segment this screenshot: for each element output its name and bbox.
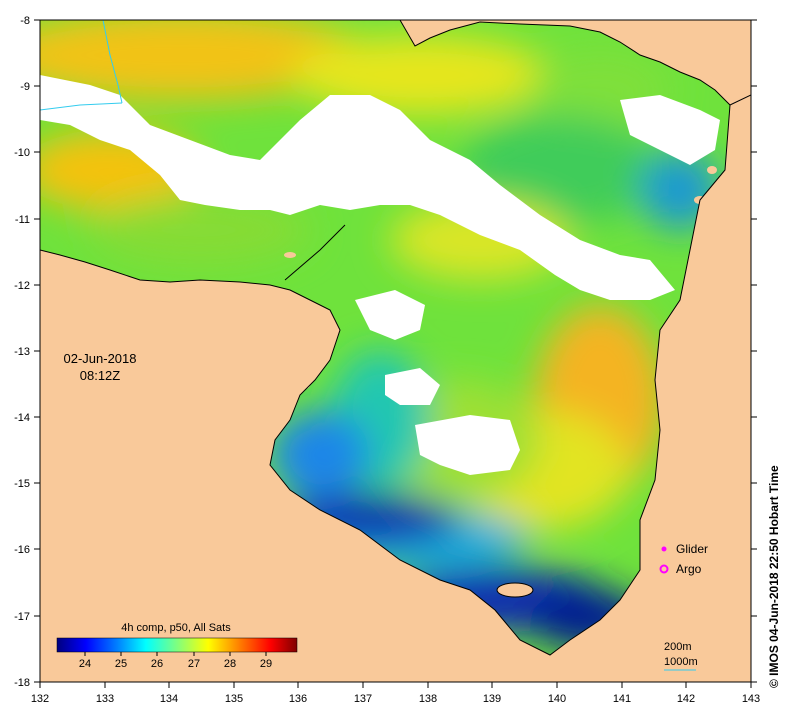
colorbar-tick: 24 [79, 658, 91, 670]
y-tick-label: -13 [14, 346, 30, 358]
argo-label: Argo [676, 562, 702, 576]
x-tick-label: 141 [613, 693, 631, 705]
land-masses [40, 20, 751, 682]
y-tick-label: -14 [14, 412, 30, 424]
marker-legend: Glider Argo [659, 542, 708, 576]
depth-contour-legend: 200m 1000m [664, 641, 698, 671]
x-tick-label: 138 [419, 693, 437, 705]
contour-1000m-label: 1000m [664, 656, 698, 668]
colorbar-tick: 26 [151, 658, 163, 670]
colorbar-tick: 27 [188, 658, 200, 670]
credit-label: © IMOS 04-Jun-2018 22:50 Hobart Time [767, 465, 781, 688]
y-tick-label: -12 [14, 280, 30, 292]
y-tick-label: -15 [14, 478, 30, 490]
y-tick-label: -17 [14, 611, 30, 623]
argo-marker-icon [659, 564, 669, 574]
y-tick-label: -9 [20, 81, 30, 93]
x-tick-label: 140 [548, 693, 566, 705]
x-tick-label: 132 [31, 693, 49, 705]
contour-200m-label: 200m [664, 641, 692, 653]
time-label: 08:12Z [80, 368, 121, 383]
x-tick-label: 136 [289, 693, 307, 705]
y-tick-label: -11 [15, 214, 30, 226]
y-tick-label: -8 [20, 15, 30, 27]
x-tick-label: 137 [354, 693, 372, 705]
y-tick-label: -10 [14, 147, 30, 159]
y-tick-label: -18 [14, 677, 30, 689]
colorbar: 4h comp, p50, All Sats 24 25 26 27 28 29 [56, 622, 298, 670]
x-tick-label: 135 [225, 693, 243, 705]
x-tick-label: 139 [483, 693, 501, 705]
colorbar-tick: 29 [260, 658, 272, 670]
colorbar-tick: 25 [115, 658, 127, 670]
colorbar-tick: 28 [224, 658, 236, 670]
x-axis: 132 133 134 135 136 137 138 139 140 141 … [31, 682, 760, 705]
x-tick-label: 143 [742, 693, 760, 705]
glider-label: Glider [676, 542, 708, 556]
y-tick-label: -16 [14, 544, 30, 556]
date-label: 02-Jun-2018 [64, 351, 137, 366]
x-tick-label: 133 [96, 693, 114, 705]
x-tick-label: 134 [160, 693, 178, 705]
cloud-gaps [40, 75, 720, 475]
y-axis: -8 -9 -10 -11 -12 -13 -14 -15 -16 -17 -1… [14, 15, 757, 689]
rivers [40, 20, 123, 111]
coastline [40, 20, 751, 656]
glider-marker-icon [661, 546, 667, 552]
colorbar-title: 4h comp, p50, All Sats [121, 622, 231, 634]
colorbar-gradient [56, 637, 298, 653]
x-tick-label: 142 [677, 693, 695, 705]
